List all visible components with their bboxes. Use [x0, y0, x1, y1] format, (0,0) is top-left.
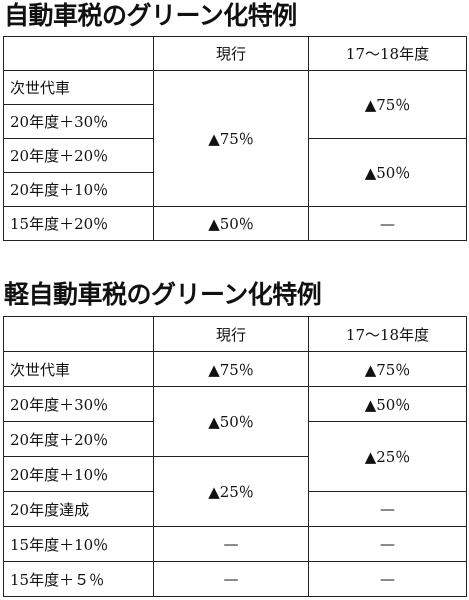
section-title-kei-car-tax: 軽自動車税のグリーン化特例 — [4, 280, 322, 309]
current-rate: ▲75％ — [153, 351, 309, 387]
table-row: 20年度＋30％ ▲50％ ▲50％ — [3, 386, 467, 457]
current-rate: ▲50％ — [153, 206, 309, 241]
row-label: 15年度＋20％ — [3, 206, 154, 241]
row-label: 15年度＋10％ — [3, 526, 154, 562]
current-rate: — — [153, 561, 309, 597]
kei-car-tax-table: 現行 17〜18年度 次世代車 ▲75％ ▲75％ 20年度＋30％ ▲50％ … — [3, 316, 467, 597]
row-label: 20年度達成 — [3, 491, 154, 527]
current-rate: ▲25％ — [153, 456, 309, 527]
future-rate: ▲25％ — [308, 421, 467, 492]
table-row: 20年度＋30％ — [3, 104, 467, 139]
future-rate: — — [308, 561, 467, 597]
table-row: 15年度＋５％ — — — [3, 561, 467, 597]
row-label: 20年度＋30％ — [3, 386, 154, 422]
table-row: 15年度＋20％ ▲50％ — — [3, 206, 467, 241]
future-rate: ▲75％ — [308, 351, 467, 387]
table-row: 20年度＋10％ ▲25％ — [3, 456, 467, 527]
header-empty-cell — [3, 316, 154, 352]
future-rate: — — [308, 491, 467, 527]
table-row: 次世代車 ▲75％ ▲75％ — [3, 351, 467, 387]
table-row: 15年度＋10％ — — — [3, 526, 467, 562]
table-row: 次世代車 ▲75％ ▲75％ — [3, 70, 467, 207]
table-row: 20年度＋20％ ▲50％ — [3, 138, 467, 207]
current-rate: ▲50％ — [153, 386, 309, 457]
row-label: 15年度＋５％ — [3, 561, 154, 597]
row-label: 20年度＋10％ — [3, 172, 154, 207]
table-header-row: 現行 17〜18年度 — [3, 36, 467, 71]
row-label: 次世代車 — [3, 70, 154, 105]
header-current: 現行 — [153, 36, 309, 71]
row-label: 20年度＋10％ — [3, 456, 154, 492]
future-rate: — — [308, 206, 467, 241]
header-empty-cell — [3, 36, 154, 71]
row-label: 20年度＋20％ — [3, 138, 154, 173]
table-row: 20年度＋10％ — [3, 172, 467, 207]
future-rate: ▲75％ — [308, 70, 467, 139]
current-rate: — — [153, 526, 309, 562]
header-future: 17〜18年度 — [308, 36, 467, 71]
section-title-car-tax: 自動車税のグリーン化特例 — [4, 1, 297, 30]
future-rate: ▲50％ — [308, 138, 467, 207]
table-row: 20年度＋20％ ▲25％ — [3, 421, 467, 492]
table-row: 20年度達成 — — [3, 491, 467, 527]
row-label: 20年度＋20％ — [3, 421, 154, 457]
future-rate: — — [308, 526, 467, 562]
table-header-row: 現行 17〜18年度 — [3, 316, 467, 352]
header-current: 現行 — [153, 316, 309, 352]
header-future: 17〜18年度 — [308, 316, 467, 352]
car-tax-table: 現行 17〜18年度 次世代車 ▲75％ ▲75％ 20年度＋30％ 20年度＋… — [3, 36, 467, 241]
row-label: 20年度＋30％ — [3, 104, 154, 139]
future-rate: ▲50％ — [308, 386, 467, 422]
row-label: 次世代車 — [3, 351, 154, 387]
current-rate: ▲75％ — [153, 70, 309, 207]
